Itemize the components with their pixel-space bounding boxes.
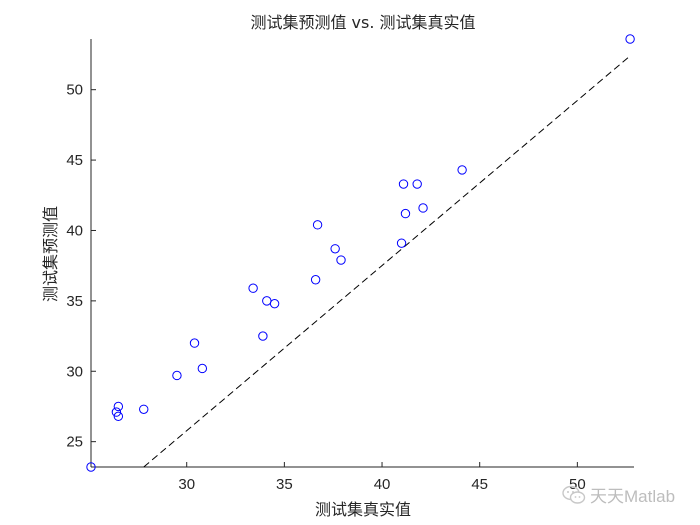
x-tick-label: 45 <box>471 476 488 493</box>
y-tick-label: 40 <box>66 222 83 239</box>
data-point <box>269 298 280 309</box>
wechat-icon <box>562 485 586 504</box>
data-point <box>113 401 124 412</box>
data-point <box>248 283 258 293</box>
data-point <box>625 34 635 44</box>
y-tick-label: 25 <box>66 434 83 451</box>
y-axis-label: 测试集预测值 <box>41 206 60 302</box>
data-point <box>398 179 409 189</box>
watermark-text: 天天Matlab <box>590 487 676 506</box>
data-point <box>113 411 124 422</box>
data-point <box>111 407 122 417</box>
data-point <box>86 462 96 472</box>
data-point <box>396 238 407 248</box>
y-tick-label: 30 <box>66 363 83 380</box>
data-point <box>139 404 149 414</box>
data-point <box>312 220 323 230</box>
data-point <box>400 208 411 219</box>
data-point <box>330 244 340 254</box>
x-axis-label: 测试集真实值 <box>315 500 411 519</box>
data-point <box>310 275 321 285</box>
data-point <box>418 203 428 213</box>
data-point <box>457 165 467 175</box>
data-point <box>189 338 200 348</box>
x-tick-label: 40 <box>374 476 391 493</box>
x-tick-label: 35 <box>276 476 293 493</box>
data-point <box>172 370 182 381</box>
axes <box>90 39 634 468</box>
reference-line-group <box>143 55 631 468</box>
y-ticks: 25 30 35 40 45 50 <box>66 82 96 451</box>
y-tick-label: 50 <box>66 82 83 99</box>
data-point <box>197 363 208 374</box>
x-ticks: 30 35 40 45 50 <box>178 462 586 493</box>
reference-line <box>143 55 631 468</box>
x-tick-label: 30 <box>178 476 195 493</box>
data-point <box>412 179 422 189</box>
data-point <box>336 255 346 265</box>
data-point <box>258 331 268 341</box>
x-tick-label: 50 <box>569 476 586 493</box>
y-tick-label: 45 <box>66 152 83 169</box>
data-point <box>262 296 272 306</box>
y-tick-label: 35 <box>66 293 83 310</box>
chart-title: 测试集预测值 vs. 测试集真实值 <box>250 13 475 32</box>
watermark: 天天Matlab <box>562 482 675 507</box>
data-points <box>86 34 635 472</box>
